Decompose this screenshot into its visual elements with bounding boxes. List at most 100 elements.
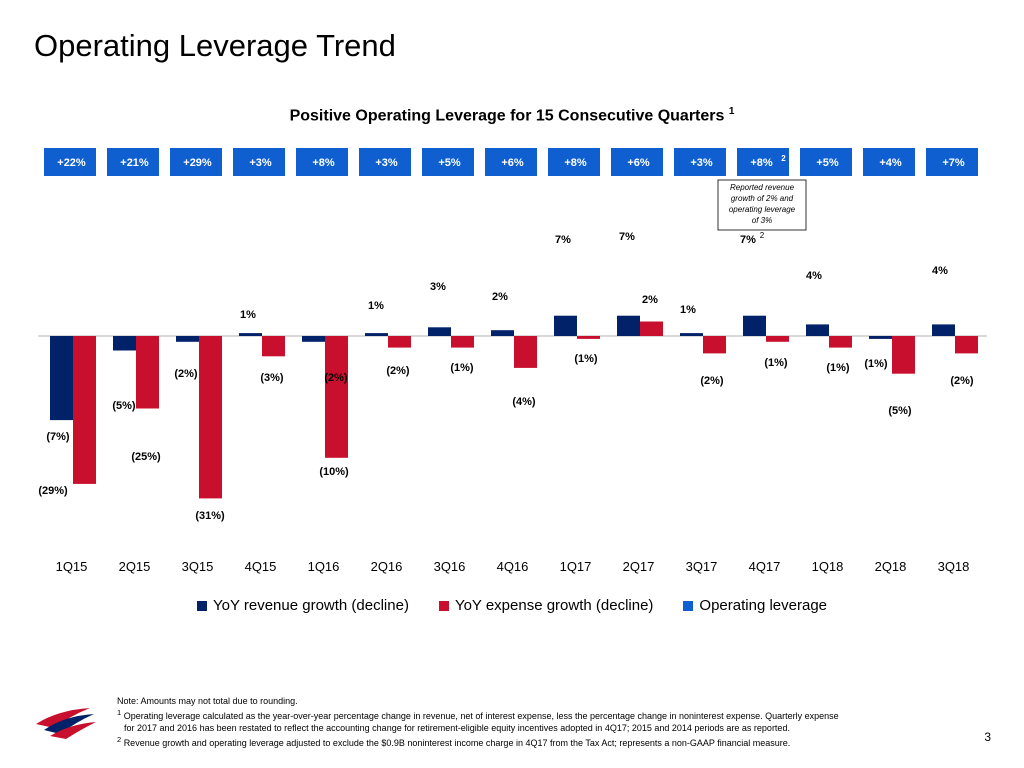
operating-leverage-box	[611, 148, 663, 176]
legend-item-operating-leverage: Operating leverage	[683, 597, 827, 614]
expense-data-label: (5%)	[888, 405, 912, 417]
operating-leverage-label: +22%	[57, 157, 86, 169]
revenue-data-label: (5%)	[112, 400, 136, 412]
category-label: 4Q15	[245, 559, 277, 574]
category-label: 3Q17	[686, 559, 718, 574]
operating-leverage-box	[107, 148, 159, 176]
operating-leverage-box	[233, 148, 285, 176]
revenue-bar	[428, 327, 451, 336]
operating-leverage-label: +8%	[750, 157, 773, 169]
annotation-text: of 3%	[752, 216, 772, 225]
legend-label-expense: YoY expense growth (decline)	[454, 597, 654, 614]
operating-leverage-label: +7%	[942, 157, 965, 169]
revenue-bar	[554, 315, 577, 336]
revenue-bar	[932, 324, 955, 336]
revenue-data-label: 7%	[555, 234, 571, 246]
flag-logo-icon	[36, 708, 96, 739]
operating-leverage-label: +5%	[816, 157, 839, 169]
category-label: 4Q17	[749, 559, 781, 574]
revenue-data-label: 1%	[240, 309, 256, 321]
annotation-text: operating leverage	[729, 205, 796, 214]
operating-leverage-label: +8%	[564, 157, 587, 169]
note-rounding: Note: Amounts may not total due to round…	[117, 696, 298, 706]
legend-item-revenue: YoY revenue growth (decline)	[196, 597, 409, 614]
revenue-bar	[617, 315, 640, 336]
operating-leverage-label: +3%	[375, 157, 398, 169]
operating-leverage-label: +3%	[249, 157, 272, 169]
legend-label-revenue: YoY revenue growth (decline)	[212, 597, 409, 614]
operating-leverage-label: +21%	[120, 157, 149, 169]
revenue-bar	[491, 330, 514, 336]
category-label: 3Q18	[938, 559, 970, 574]
revenue-bar	[869, 336, 892, 339]
operating-leverage-footnote: 2	[781, 154, 786, 163]
operating-leverage-box	[737, 148, 789, 176]
operating-leverage-box	[296, 148, 348, 176]
revenue-bar	[680, 333, 703, 336]
footnote-1: 1 Operating leverage calculated as the y…	[117, 707, 977, 722]
footnote-1-mark: 1	[117, 708, 122, 717]
expense-data-label: (1%)	[450, 362, 474, 374]
legend-label-operating-leverage: Operating leverage	[699, 597, 828, 614]
expense-bar	[73, 336, 96, 484]
page-title: Operating Leverage Trend	[34, 28, 396, 63]
expense-data-label: 2%	[642, 294, 658, 306]
category-label: 2Q15	[119, 559, 151, 574]
expense-data-label: (25%)	[131, 451, 161, 463]
operating-leverage-box	[548, 148, 600, 176]
operating-leverage-box	[863, 148, 915, 176]
legend-item-expense: YoY expense growth (decline)	[438, 597, 654, 614]
chart-title-text: Positive Operating Leverage for 15 Conse…	[289, 107, 725, 125]
category-label: 1Q18	[812, 559, 844, 574]
annotation-text: growth of 2% and	[731, 194, 794, 203]
revenue-bar	[365, 333, 388, 336]
revenue-bar	[113, 336, 136, 351]
revenue-data-label: 1%	[680, 304, 696, 316]
chart-legend: YoY revenue growth (decline) YoY expense…	[0, 597, 1024, 614]
category-label: 3Q15	[182, 559, 214, 574]
expense-data-label: (1%)	[826, 362, 850, 374]
expense-bar	[640, 321, 663, 336]
expense-data-label: (1%)	[764, 357, 788, 369]
expense-data-label: (3%)	[260, 372, 284, 384]
revenue-data-label: 1%	[368, 300, 384, 312]
annotation-text: Reported revenue	[730, 183, 795, 192]
expense-bar	[955, 336, 978, 354]
operating-leverage-label: +8%	[312, 157, 335, 169]
expense-data-label: (10%)	[319, 466, 349, 478]
revenue-data-label: (1%)	[864, 358, 888, 370]
operating-leverage-label: +5%	[438, 157, 461, 169]
expense-data-label: (2%)	[386, 365, 410, 377]
operating-leverage-box	[170, 148, 222, 176]
revenue-bar	[806, 324, 829, 336]
revenue-data-label: 4%	[932, 265, 948, 277]
operating-leverage-label: +6%	[627, 157, 650, 169]
legend-swatch-revenue	[196, 600, 207, 611]
legend-swatch-operating-leverage	[683, 600, 694, 611]
expense-data-label: (7%)	[46, 431, 70, 443]
category-label: 1Q16	[308, 559, 340, 574]
expense-bar	[703, 336, 726, 354]
expense-bar	[829, 336, 852, 348]
category-label: 2Q17	[623, 559, 655, 574]
expense-bar	[514, 336, 537, 368]
expense-data-label: (4%)	[512, 396, 536, 408]
chart-title: Positive Operating Leverage for 15 Conse…	[0, 106, 1024, 125]
operating-leverage-label: +6%	[501, 157, 524, 169]
footnote-1-continued: for 2017 and 2016 has been restated to r…	[124, 723, 790, 733]
expense-data-label: (1%)	[574, 353, 598, 365]
operating-leverage-label: +29%	[183, 157, 212, 169]
revenue-data-label: 4%	[806, 270, 822, 282]
chart-title-footnote: 1	[728, 106, 735, 117]
operating-leverage-label: +4%	[879, 157, 902, 169]
operating-leverage-label: +3%	[690, 157, 713, 169]
category-label: 1Q15	[56, 559, 88, 574]
legend-swatch-expense	[438, 600, 449, 611]
revenue-bar	[239, 333, 262, 336]
revenue-data-label: 7%	[740, 234, 756, 246]
operating-leverage-box	[926, 148, 978, 176]
page-number: 3	[984, 730, 991, 744]
expense-bar	[262, 336, 285, 357]
revenue-data-label: (29%)	[38, 485, 68, 497]
expense-bar	[892, 336, 915, 374]
